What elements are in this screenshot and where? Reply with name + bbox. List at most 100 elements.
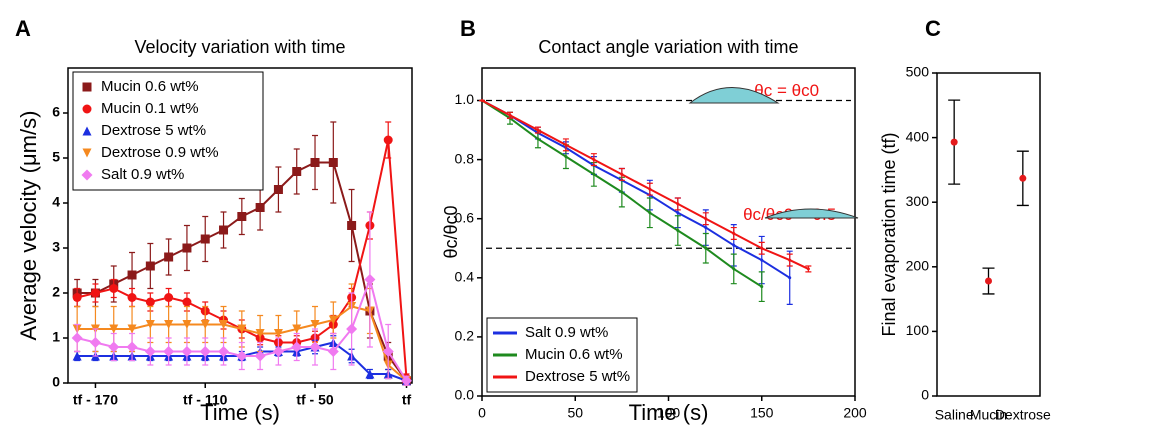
x-tick-label: 150 bbox=[750, 405, 774, 421]
marker bbox=[760, 246, 764, 250]
marker bbox=[704, 226, 708, 230]
legend-label: Mucin 0.6 wt% bbox=[101, 78, 199, 95]
marker bbox=[218, 346, 230, 357]
marker bbox=[145, 261, 155, 271]
x-tick-label: tf - 110 bbox=[183, 392, 228, 408]
y-tick-label: 500 bbox=[906, 64, 930, 80]
marker bbox=[90, 288, 100, 298]
y-tick-label: 0.4 bbox=[455, 269, 475, 285]
panel-letter: A bbox=[15, 16, 31, 41]
legend-label: Dextrose 0.9 wt% bbox=[101, 144, 219, 161]
chart-title: Contact angle variation with time bbox=[538, 37, 798, 57]
marker bbox=[127, 293, 137, 302]
marker bbox=[536, 128, 540, 132]
y-tick-label: 1.0 bbox=[455, 91, 475, 107]
y-axis-label: Average velocity (μm/s) bbox=[16, 111, 41, 341]
x-tick-label: Mucin bbox=[970, 407, 1007, 423]
marker bbox=[536, 137, 540, 141]
legend-label: Salt 0.9 wt% bbox=[525, 324, 608, 341]
y-tick-label: 0.2 bbox=[455, 328, 475, 344]
marker bbox=[806, 267, 810, 271]
marker bbox=[732, 231, 736, 235]
y-tick-label: 2 bbox=[52, 284, 60, 300]
marker bbox=[365, 369, 375, 379]
marker bbox=[72, 293, 82, 302]
x-tick-label: 0 bbox=[478, 405, 486, 421]
marker bbox=[82, 104, 92, 114]
plot-frame bbox=[936, 72, 1041, 397]
marker bbox=[255, 329, 265, 338]
marker bbox=[236, 350, 248, 362]
marker bbox=[82, 148, 92, 158]
marker bbox=[620, 172, 624, 176]
x-axis-label: Time (s) bbox=[200, 400, 280, 425]
marker bbox=[564, 155, 568, 159]
marker bbox=[126, 341, 138, 353]
marker bbox=[328, 315, 338, 325]
legend-label: Salt 0.9 wt% bbox=[101, 166, 184, 183]
point bbox=[1019, 174, 1027, 182]
legend-label: Dextrose 5 wt% bbox=[101, 122, 206, 139]
x-tick-label: tf - 50 bbox=[296, 392, 334, 408]
chart-title: Velocity variation with time bbox=[134, 37, 345, 57]
marker bbox=[291, 341, 303, 353]
marker bbox=[704, 217, 708, 221]
marker bbox=[144, 346, 156, 357]
marker bbox=[108, 341, 120, 353]
marker bbox=[255, 203, 265, 212]
marker bbox=[163, 346, 175, 357]
droplet-icon bbox=[688, 87, 780, 104]
y-tick-label: 0.6 bbox=[455, 209, 475, 225]
marker bbox=[200, 320, 210, 329]
marker bbox=[592, 158, 596, 162]
droplet-icon bbox=[764, 208, 859, 219]
marker bbox=[200, 234, 210, 244]
legend-label: Mucin 0.1 wt% bbox=[101, 100, 199, 117]
annotation: θc = θc0 bbox=[754, 81, 819, 100]
y-axis-label: Final evaporation time (tf) bbox=[879, 132, 899, 336]
x-tick-label: 50 bbox=[567, 405, 583, 421]
marker bbox=[127, 324, 137, 334]
y-tick-label: 400 bbox=[906, 128, 930, 144]
marker bbox=[760, 258, 764, 262]
marker bbox=[71, 332, 83, 344]
marker bbox=[109, 284, 119, 293]
marker bbox=[592, 172, 596, 176]
x-tick-label: 5 wt% bbox=[1004, 427, 1042, 430]
marker bbox=[760, 285, 764, 289]
point bbox=[950, 138, 958, 146]
y-tick-label: 0.0 bbox=[455, 387, 475, 403]
marker bbox=[676, 229, 680, 233]
marker bbox=[109, 324, 119, 334]
marker bbox=[219, 225, 229, 235]
y-tick-label: 200 bbox=[906, 258, 930, 274]
x-tick-label: Saline bbox=[935, 407, 974, 423]
marker bbox=[292, 167, 302, 176]
marker bbox=[364, 274, 376, 285]
marker bbox=[199, 346, 211, 357]
x-tick-label: Dextrose bbox=[995, 407, 1051, 423]
marker bbox=[272, 346, 284, 357]
marker bbox=[732, 243, 736, 247]
y-tick-label: 0 bbox=[921, 387, 929, 403]
marker bbox=[648, 187, 652, 191]
marker bbox=[676, 202, 680, 206]
marker bbox=[327, 346, 339, 357]
x-tick-label: 100 bbox=[657, 405, 681, 421]
legend-label: Mucin 0.6 wt% bbox=[525, 346, 623, 363]
y-tick-label: 5 bbox=[52, 149, 60, 165]
marker bbox=[181, 346, 193, 357]
marker bbox=[310, 158, 320, 167]
y-tick-label: 1 bbox=[52, 329, 60, 345]
marker bbox=[310, 320, 320, 329]
panel-letter: B bbox=[460, 16, 476, 41]
marker bbox=[81, 169, 93, 181]
marker bbox=[346, 323, 358, 335]
marker bbox=[564, 143, 568, 147]
x-axis-label: Time (s) bbox=[629, 400, 709, 425]
marker bbox=[788, 276, 792, 280]
marker bbox=[676, 211, 680, 215]
marker bbox=[508, 113, 512, 117]
marker bbox=[328, 158, 338, 167]
